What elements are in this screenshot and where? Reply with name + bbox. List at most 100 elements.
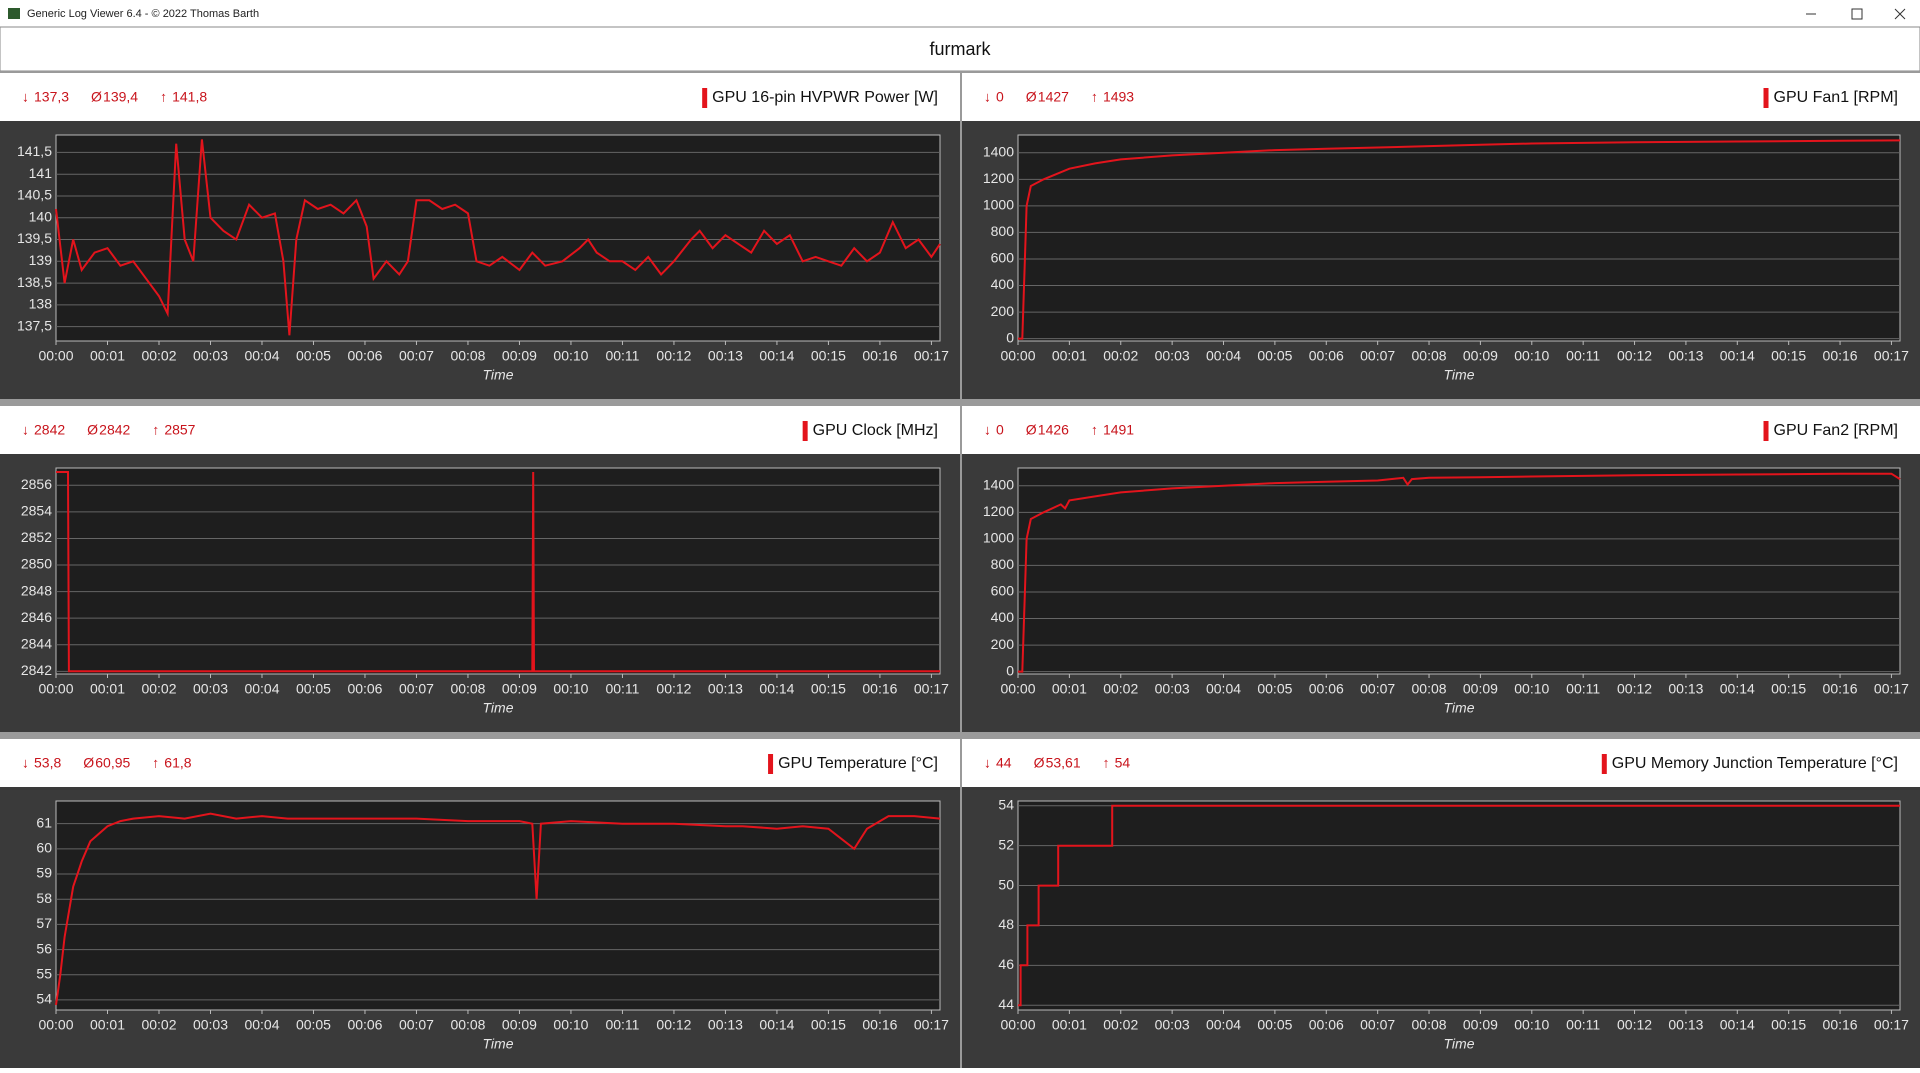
x-tick-label: 00:02 — [141, 681, 176, 697]
y-tick-label: 50 — [998, 876, 1014, 892]
x-tick-label: 00:13 — [1668, 1017, 1703, 1033]
x-tick-label: 00:08 — [1412, 1017, 1447, 1033]
stat-value: 2842 — [99, 422, 130, 438]
x-tick-label: 00:03 — [1155, 348, 1190, 364]
x-tick-label: 00:09 — [1463, 348, 1498, 364]
plot-box — [55, 467, 941, 675]
x-axis-label: Time — [1444, 700, 1475, 716]
y-tick-label: 2854 — [21, 503, 52, 519]
y-tick-label: 140 — [29, 208, 53, 224]
chart-panel: ↓ 44 Ø 53,61 ↑ 54 GPU Memory Junction Temperat… — [962, 739, 1920, 1068]
x-tick-label: 00:05 — [1257, 681, 1292, 697]
app-icon — [8, 8, 20, 19]
x-tick-label: 00:13 — [708, 1017, 743, 1033]
y-tick-label: 139,5 — [17, 230, 52, 246]
y-tick-label: 141 — [29, 165, 53, 181]
stat-value: 61,8 — [164, 755, 191, 771]
x-tick-label: 00:16 — [862, 348, 897, 364]
y-tick-label: 600 — [991, 583, 1015, 599]
x-tick-label: 00:09 — [1463, 1017, 1498, 1033]
x-tick-label: 00:13 — [708, 681, 743, 697]
y-tick-label: 59 — [36, 865, 52, 881]
x-tick-label: 00:00 — [1000, 1017, 1035, 1033]
stat-symbol: ↑ — [152, 755, 159, 771]
y-tick-label: 60 — [36, 840, 52, 856]
y-tick-label: 2848 — [21, 582, 52, 598]
y-tick-label: 61 — [36, 814, 52, 830]
x-tick-label: 00:07 — [399, 681, 434, 697]
x-tick-label: 00:17 — [914, 681, 949, 697]
y-tick-label: 58 — [36, 890, 52, 906]
stat-symbol: Ø — [83, 755, 94, 771]
chart-panel: ↓ 53,8 Ø 60,95 ↑ 61,8 GPU Temperature [°C] 54 55… — [0, 739, 960, 1068]
data-line — [56, 471, 940, 673]
x-tick-label: 00:13 — [708, 348, 743, 364]
y-tick-label: 138 — [29, 296, 53, 312]
series-color-marker — [802, 421, 808, 441]
series-color-marker — [768, 754, 774, 774]
x-tick-label: 00:07 — [399, 348, 434, 364]
x-tick-label: 00:17 — [1874, 681, 1909, 697]
y-tick-label: 1200 — [983, 503, 1014, 519]
data-line — [55, 812, 941, 1006]
x-tick-label: 00:16 — [1823, 681, 1858, 697]
x-tick-label: 00:02 — [1103, 348, 1138, 364]
stat-symbol: Ø — [91, 89, 102, 105]
x-tick-label: 00:14 — [759, 348, 794, 364]
panel-header — [0, 739, 960, 787]
y-tick-label: 400 — [991, 276, 1015, 292]
y-tick-label: 1000 — [983, 197, 1014, 213]
x-tick-label: 00:03 — [193, 1017, 228, 1033]
x-tick-label: 00:04 — [244, 681, 279, 697]
y-tick-label: 48 — [998, 916, 1014, 932]
stat-symbol: ↓ — [22, 755, 29, 771]
x-tick-label: 00:12 — [656, 1017, 691, 1033]
y-tick-label: 1400 — [983, 476, 1014, 492]
stat-value: 137,3 — [34, 89, 69, 105]
x-tick-label: 00:17 — [1874, 1017, 1909, 1033]
x-tick-label: 00:14 — [759, 1017, 794, 1033]
x-tick-label: 00:05 — [296, 348, 331, 364]
panel-header — [962, 406, 1920, 454]
stat-symbol: ↑ — [1091, 89, 1098, 105]
x-tick-label: 00:16 — [1823, 348, 1858, 364]
x-tick-label: 00:06 — [347, 681, 382, 697]
x-tick-label: 00:04 — [1206, 681, 1241, 697]
x-tick-label: 00:12 — [656, 348, 691, 364]
x-tick-label: 00:13 — [1668, 681, 1703, 697]
y-tick-label: 54 — [998, 796, 1014, 812]
y-tick-label: 800 — [991, 223, 1015, 239]
stat-symbol: ↓ — [984, 89, 991, 105]
stat-symbol: Ø — [87, 422, 98, 438]
y-tick-label: 54 — [36, 991, 52, 1007]
x-tick-label: 00:07 — [399, 1017, 434, 1033]
y-tick-label: 2846 — [21, 609, 52, 625]
y-tick-label: 2850 — [21, 556, 52, 572]
x-tick-label: 00:08 — [450, 681, 485, 697]
x-tick-label: 00:12 — [1617, 681, 1652, 697]
x-axis-label: Time — [483, 1036, 514, 1052]
x-tick-label: 00:12 — [1617, 1017, 1652, 1033]
x-tick-label: 00:03 — [1155, 1017, 1190, 1033]
stat-symbol: ↓ — [984, 422, 991, 438]
x-tick-label: 00:11 — [1566, 681, 1600, 697]
close-button[interactable] — [1894, 8, 1906, 20]
maximize-button[interactable] — [1851, 8, 1863, 20]
x-tick-label: 00:07 — [1360, 681, 1395, 697]
y-tick-label: 1000 — [983, 530, 1014, 546]
x-tick-label: 00:01 — [1052, 1017, 1087, 1033]
x-tick-label: 00:08 — [450, 348, 485, 364]
x-tick-label: 00:08 — [450, 1017, 485, 1033]
x-tick-label: 00:10 — [1514, 681, 1549, 697]
panel-header — [0, 406, 960, 454]
chart-panel: ↓ 0 Ø 1427 ↑ 1493 GPU Fan1 [RPM] 0 200 400 600 800 1… — [962, 73, 1920, 399]
x-tick-label: 00:15 — [1771, 1017, 1806, 1033]
y-tick-label: 2842 — [21, 662, 52, 678]
x-tick-label: 00:00 — [1000, 348, 1035, 364]
x-tick-label: 00:10 — [553, 1017, 588, 1033]
stat-symbol: Ø — [1026, 89, 1037, 105]
x-tick-label: 00:06 — [1309, 681, 1344, 697]
x-tick-label: 00:15 — [1771, 681, 1806, 697]
series-color-marker — [702, 88, 708, 108]
window-title: Generic Log Viewer 6.4 - © 2022 Thomas B… — [27, 8, 259, 20]
